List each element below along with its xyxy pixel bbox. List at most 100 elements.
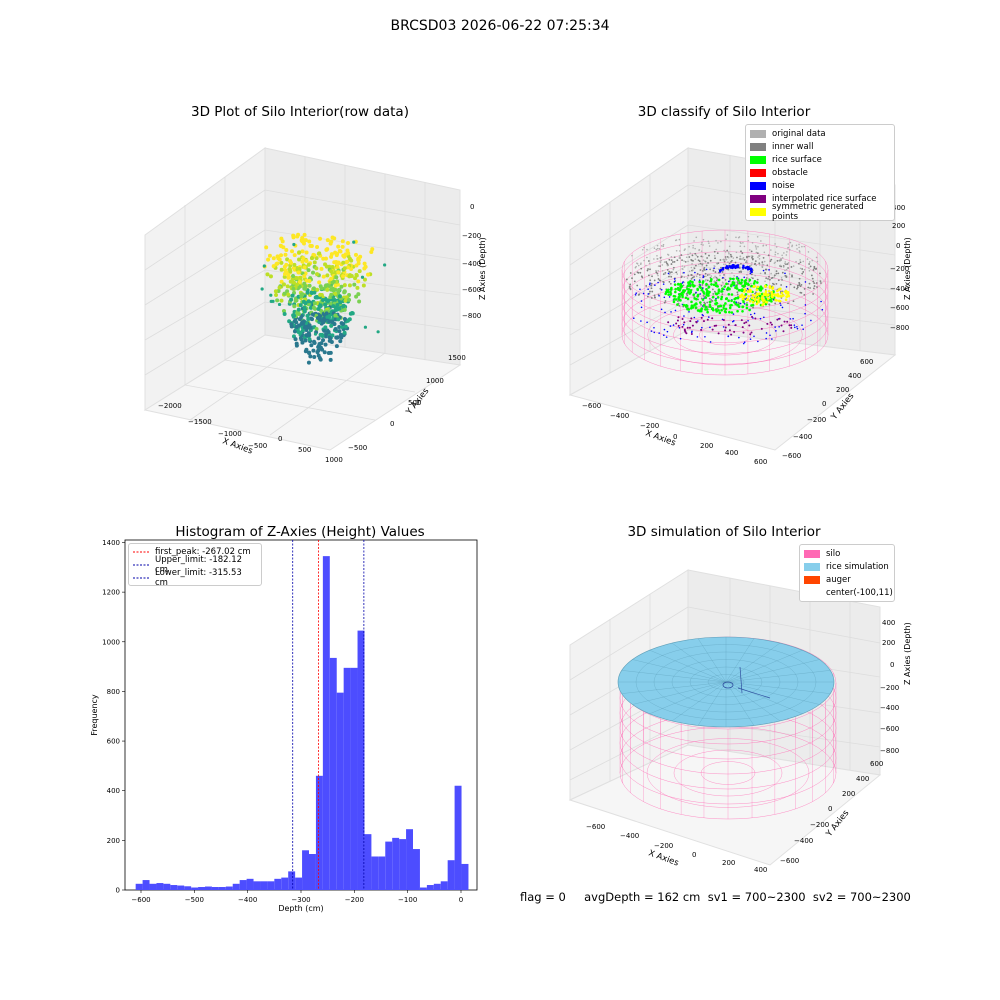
data-point — [341, 260, 346, 265]
data-point — [294, 341, 299, 346]
classified-point — [766, 322, 769, 325]
classified-point — [668, 280, 671, 283]
classified-point — [666, 330, 669, 333]
classified-point — [741, 252, 744, 255]
data-point — [312, 355, 317, 360]
classified-point — [740, 242, 742, 244]
classified-point — [821, 308, 824, 311]
classified-point — [740, 258, 743, 260]
data-point — [309, 317, 314, 322]
y-tick-label: 600 — [107, 738, 120, 746]
svg-text:0: 0 — [828, 805, 832, 813]
classified-point — [714, 257, 716, 260]
legend-item-auger: auger — [800, 573, 894, 586]
data-point — [301, 238, 306, 243]
classified-point — [710, 275, 713, 277]
classified-point — [765, 277, 768, 280]
classified-point — [645, 285, 648, 287]
classified-point — [769, 321, 772, 324]
classified-point — [735, 284, 738, 288]
svg-text:−200: −200 — [810, 821, 829, 829]
classified-point — [672, 266, 675, 269]
classified-point — [668, 275, 670, 278]
classified-point — [780, 295, 783, 298]
classified-point — [625, 278, 628, 281]
data-point — [296, 307, 301, 312]
histogram-bar — [205, 886, 212, 890]
classified-point — [673, 295, 677, 298]
raw-y-ticks: −500 0 500 1000 1500 — [348, 354, 466, 452]
classified-point — [724, 256, 727, 258]
classified-point — [776, 289, 779, 293]
data-point — [342, 316, 347, 321]
data-point — [279, 279, 284, 284]
data-point — [347, 297, 352, 302]
classified-point — [798, 262, 800, 265]
classified-point — [801, 268, 804, 270]
histogram-bar — [218, 887, 226, 890]
classified-point — [708, 300, 712, 304]
classified-point — [654, 296, 656, 299]
classified-point — [792, 317, 794, 320]
classified-point — [691, 283, 694, 286]
classified-point — [727, 323, 730, 326]
classified-point — [765, 332, 768, 334]
classified-point — [790, 266, 793, 268]
classified-point — [694, 264, 697, 267]
classified-point — [688, 270, 691, 273]
classified-point — [677, 283, 680, 286]
classified-point — [723, 263, 725, 266]
data-point — [275, 261, 280, 266]
data-point — [299, 294, 304, 299]
classified-point — [670, 259, 673, 262]
data-point — [330, 333, 335, 338]
data-point — [312, 253, 317, 258]
classified-point — [748, 324, 751, 327]
classified-point — [815, 256, 818, 259]
data-point — [282, 291, 287, 296]
x-tick-label: −300 — [291, 896, 310, 904]
data-point — [317, 280, 322, 285]
histogram-bar — [461, 863, 469, 890]
classified-point — [799, 267, 802, 270]
classified-point — [774, 243, 776, 245]
data-point — [355, 285, 360, 290]
classified-point — [789, 241, 792, 244]
classified-point — [767, 277, 769, 280]
classified-point — [661, 269, 664, 272]
classified-point — [785, 286, 788, 288]
classified-point — [759, 317, 762, 320]
classified-point — [629, 283, 632, 286]
data-point — [292, 304, 297, 309]
classified-point — [681, 295, 684, 299]
data-point — [353, 276, 358, 281]
legend-label: auger — [826, 574, 851, 585]
classified-point — [694, 306, 698, 309]
histogram-bar — [447, 860, 455, 890]
classified-point — [721, 293, 724, 295]
histogram-bar — [357, 630, 365, 890]
classified-point — [743, 284, 747, 287]
classified-point — [701, 262, 704, 265]
classified-point — [668, 273, 671, 276]
data-point — [342, 283, 347, 288]
svg-text:200: 200 — [842, 790, 855, 798]
classified-point — [727, 280, 730, 283]
classified-point — [698, 248, 701, 251]
classified-point — [754, 297, 757, 301]
classified-point — [708, 245, 711, 247]
classified-point — [681, 325, 684, 328]
classified-point — [740, 319, 743, 322]
classified-point — [678, 255, 681, 257]
classified-point — [796, 286, 799, 289]
classified-point — [771, 276, 774, 279]
classified-point — [667, 321, 670, 324]
classified-point — [749, 333, 752, 336]
classified-point — [735, 277, 739, 280]
data-point — [328, 241, 333, 246]
classified-point — [759, 287, 763, 291]
data-point — [280, 239, 285, 244]
classified-point — [816, 286, 818, 288]
histogram-bar — [288, 871, 296, 890]
classified-point — [743, 258, 746, 261]
